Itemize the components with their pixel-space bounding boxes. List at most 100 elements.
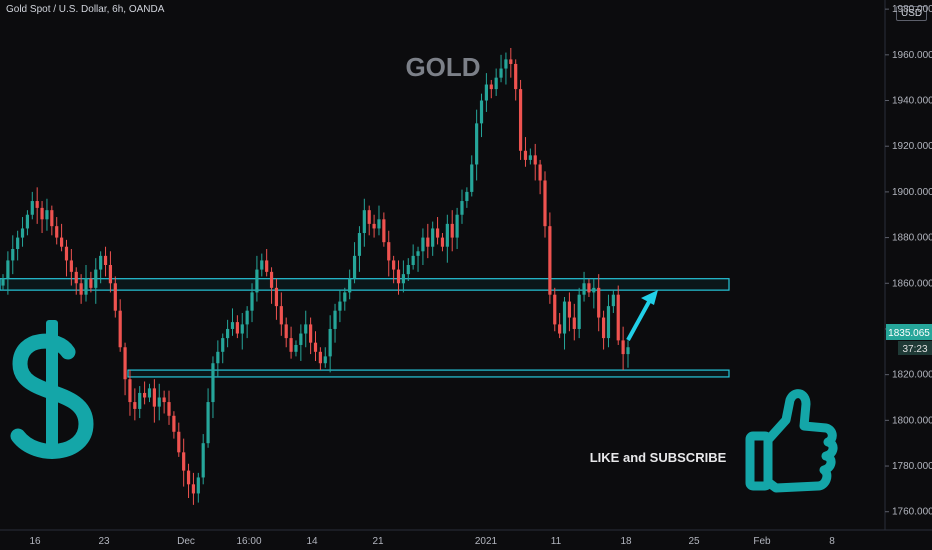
price-tick-label: 1880.000: [892, 233, 932, 244]
candle-body: [250, 292, 254, 311]
candle-body: [221, 338, 225, 352]
candle-body: [514, 63, 518, 90]
candle-body: [396, 269, 401, 284]
candle-body: [25, 214, 30, 229]
time-tick-label: 21: [372, 536, 384, 547]
candle-body: [470, 164, 474, 192]
price-zones: [0, 278, 730, 378]
like-subscribe-text: LIKE and SUBSCRIBE: [590, 450, 727, 465]
time-tick-label: 14: [306, 536, 318, 547]
candle-body: [89, 278, 93, 288]
candle-body: [499, 68, 503, 78]
resistance-zone[interactable]: [0, 278, 730, 291]
candle-body: [558, 324, 562, 334]
time-tick-label: 16: [29, 536, 41, 547]
candle-body: [445, 223, 449, 247]
candle-body: [299, 333, 303, 345]
candle-body: [279, 306, 283, 325]
candle-body: [465, 191, 469, 202]
currency-label[interactable]: USD: [896, 6, 928, 21]
candle-body: [20, 228, 25, 238]
price-tick-label: 1800.000: [892, 415, 932, 426]
time-tick-label: 8: [829, 536, 835, 547]
candle-body: [274, 287, 279, 307]
candle-body: [235, 322, 239, 334]
candle-body: [113, 283, 117, 311]
candle-body: [230, 322, 235, 329]
current-price-tag: 1835.065 37:23: [886, 324, 932, 355]
candle-body: [401, 274, 405, 284]
candle-body: [123, 347, 127, 380]
candle-body: [372, 223, 376, 229]
candle-body: [191, 484, 196, 494]
candle-body: [35, 201, 39, 208]
candle-body: [313, 342, 318, 352]
time-tick-label: Dec: [177, 536, 195, 547]
candle-body: [118, 310, 122, 348]
candle-body: [162, 397, 166, 403]
candle-body: [435, 228, 440, 238]
time-tick-label: 11: [551, 536, 562, 547]
candle-body: [416, 251, 420, 256]
candle-body: [548, 226, 552, 295]
candle-body: [289, 338, 293, 352]
candle-body: [64, 246, 69, 261]
candle-body: [11, 249, 15, 261]
candle-body: [494, 77, 498, 90]
price-tick-label: 1960.000: [892, 50, 932, 61]
candle-body: [479, 100, 484, 124]
time-tick-label: 23: [98, 536, 110, 547]
candle-body: [152, 388, 156, 407]
candle-body: [99, 255, 103, 270]
candle-body: [79, 283, 83, 295]
support-zone[interactable]: [127, 369, 730, 378]
candle-body: [352, 255, 357, 279]
candle-body: [94, 269, 98, 288]
price-tick-label: 1900.000: [892, 187, 932, 198]
price-tick-label: 1920.000: [892, 141, 932, 152]
price-tick-label: 1940.000: [892, 96, 932, 107]
candle-body: [475, 123, 479, 165]
candle-body: [157, 397, 161, 407]
candle-body: [431, 228, 435, 247]
candle-body: [518, 89, 523, 151]
candle-body: [611, 294, 615, 307]
candle-body: [338, 301, 342, 311]
candle-body: [601, 317, 606, 339]
candle-body: [562, 301, 567, 334]
candle-body: [260, 260, 264, 270]
candle-body: [572, 317, 576, 329]
candle-body: [55, 226, 59, 238]
candle-body: [133, 402, 137, 409]
candle-body: [182, 452, 186, 471]
candle-body: [177, 431, 181, 453]
candle-body: [84, 278, 88, 295]
candle-body: [460, 201, 464, 215]
candle-body: [577, 294, 581, 329]
candle-body: [186, 470, 191, 485]
time-tick-label: 2021: [475, 536, 498, 547]
price-tick-label: 1760.000: [892, 507, 932, 518]
candle-body: [421, 237, 425, 252]
time-tick-label: 25: [688, 536, 700, 547]
candle-body: [616, 294, 620, 341]
candles: [1, 47, 630, 505]
price-tick-label: 1860.000: [892, 278, 932, 289]
candle-body: [69, 260, 73, 272]
candle-body: [304, 324, 308, 334]
candle-body: [504, 59, 508, 69]
candle-body: [16, 237, 20, 250]
candle-body: [294, 344, 298, 352]
candle-body: [6, 260, 10, 279]
candle-body: [40, 207, 44, 220]
candle-body: [387, 242, 391, 261]
candle-body: [411, 255, 415, 265]
candle-body: [74, 271, 78, 284]
candle-body: [426, 237, 430, 247]
candle-body: [626, 347, 630, 355]
candle-body: [172, 415, 176, 432]
countdown-label: 37:23: [902, 344, 927, 355]
candle-body: [621, 340, 625, 355]
price-tick-label: 1980.000: [892, 4, 932, 15]
